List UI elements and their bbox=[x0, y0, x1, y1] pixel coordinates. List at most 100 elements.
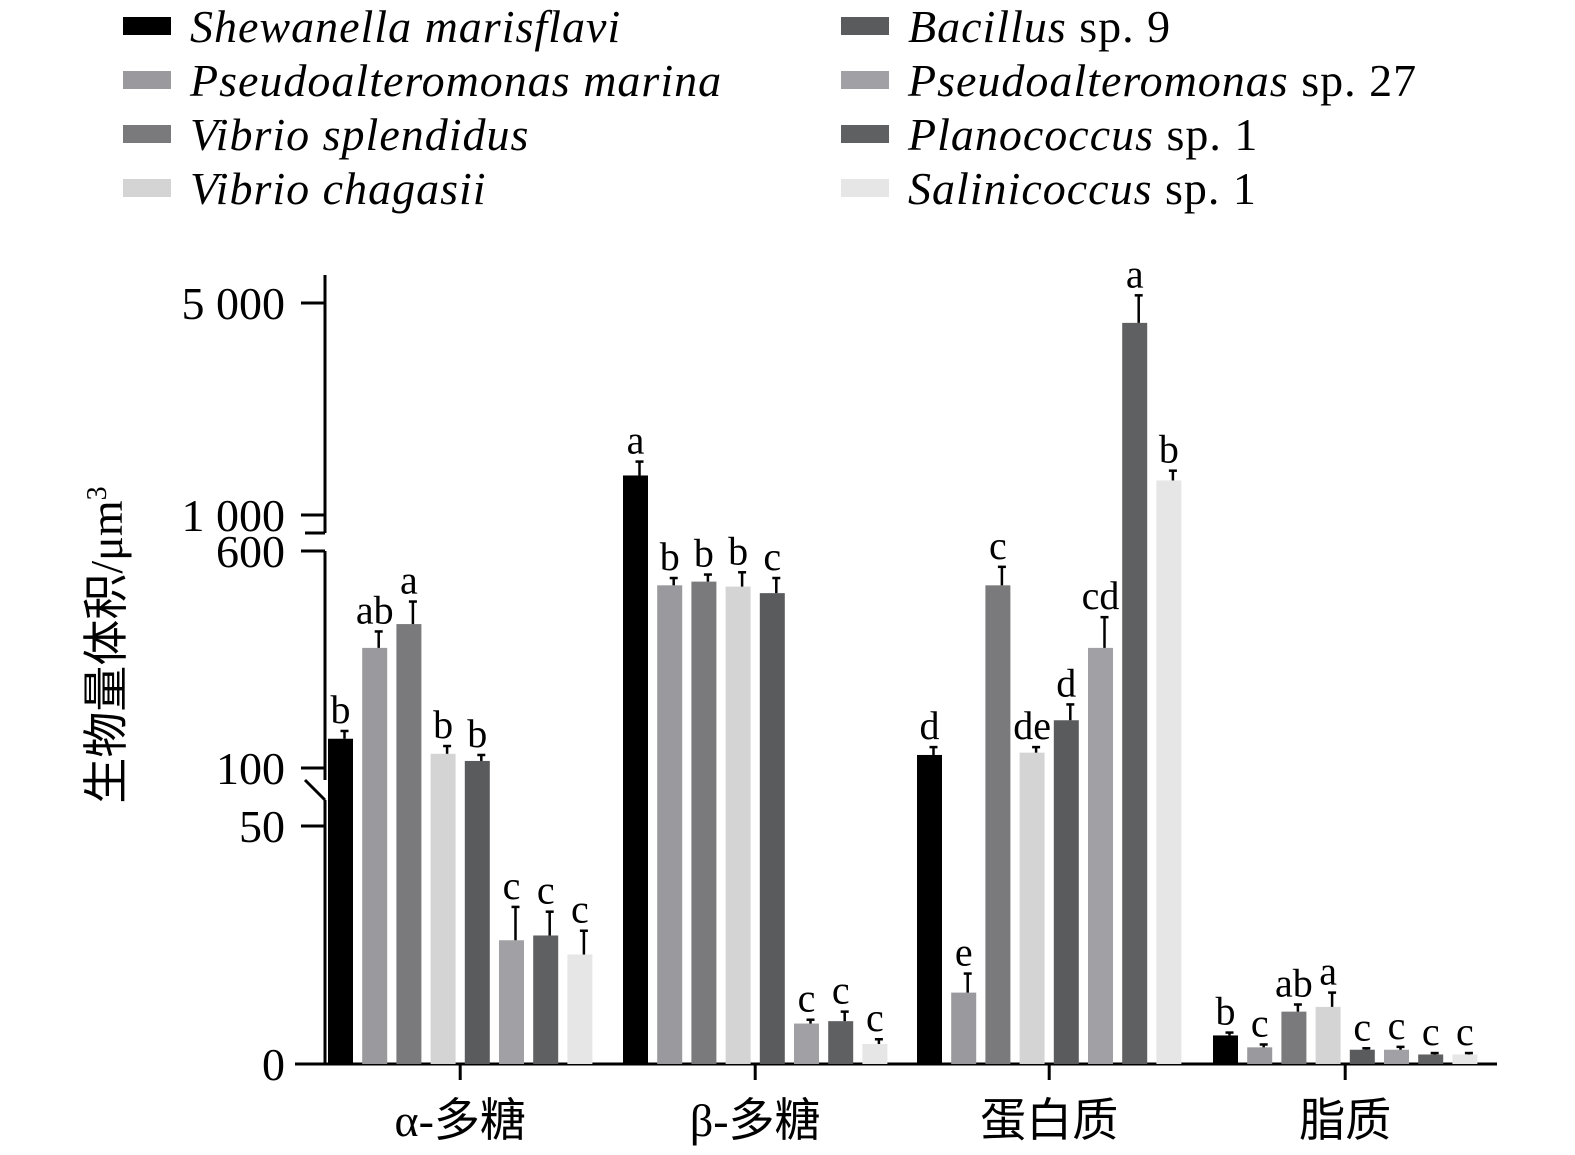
legend-label-italic: Pseudoalteromonas bbox=[907, 55, 1289, 106]
bar bbox=[759, 593, 785, 1064]
legend-swatch bbox=[841, 17, 889, 35]
y-tick-label: 100 bbox=[216, 743, 285, 794]
legend-label: Vibrio splendidus bbox=[190, 109, 529, 160]
significance-letter: cd bbox=[1082, 573, 1120, 618]
bar bbox=[1452, 1054, 1478, 1064]
significance-letter: a bbox=[627, 418, 645, 463]
significance-letter: c bbox=[1353, 1004, 1371, 1049]
legend-label: Bacillus sp. 9 bbox=[908, 1, 1171, 52]
significance-letter: a bbox=[1126, 251, 1144, 296]
bar bbox=[1122, 322, 1148, 1065]
x-tick-label: α-多糖 bbox=[394, 1095, 525, 1146]
bar bbox=[1019, 752, 1045, 1064]
significance-letter: c bbox=[832, 968, 850, 1013]
legend-label-suffix: sp. 27 bbox=[1289, 55, 1417, 106]
legend-label-italic: Bacillus bbox=[908, 1, 1067, 52]
y-tick-label: 50 bbox=[239, 801, 285, 852]
bar bbox=[794, 1023, 819, 1064]
bar bbox=[1315, 1006, 1341, 1064]
y-tick-label: 5 000 bbox=[182, 278, 286, 329]
bar bbox=[1281, 1011, 1307, 1064]
legend-label: Shewanella marisflavi bbox=[190, 1, 621, 52]
bar bbox=[328, 738, 353, 1064]
significance-letter: e bbox=[955, 930, 973, 975]
legend-label-suffix: sp. 1 bbox=[1154, 109, 1258, 160]
legend-label: Planococcus sp. 1 bbox=[907, 109, 1258, 160]
significance-letter: d bbox=[920, 703, 940, 748]
bar bbox=[567, 954, 593, 1064]
bar bbox=[1384, 1049, 1409, 1064]
significance-letter: c bbox=[1251, 1000, 1269, 1045]
y-axis-label: 生物量体积/μm3 bbox=[81, 486, 132, 803]
bar bbox=[1418, 1054, 1444, 1064]
legend-label-italic: Salinicoccus bbox=[908, 163, 1153, 214]
bar bbox=[725, 586, 751, 1064]
significance-letter: c bbox=[866, 995, 884, 1040]
significance-letter: a bbox=[400, 558, 418, 603]
significance-letter: c bbox=[571, 887, 589, 932]
legend-label: Pseudoalteromonas marina bbox=[189, 55, 722, 106]
bar bbox=[533, 935, 559, 1064]
y-axis-label-superscript: 3 bbox=[82, 486, 113, 500]
significance-letter: de bbox=[1013, 703, 1051, 748]
bar bbox=[828, 1021, 854, 1064]
bar bbox=[917, 754, 942, 1064]
significance-letter: c bbox=[1422, 1009, 1440, 1054]
x-tick-label: β-多糖 bbox=[690, 1095, 821, 1146]
bar bbox=[1349, 1049, 1375, 1064]
significance-letter: c bbox=[1456, 1009, 1474, 1054]
x-tick-label: 蛋白质 bbox=[980, 1095, 1118, 1146]
significance-letter: a bbox=[1319, 949, 1337, 994]
legend-label: Vibrio chagasii bbox=[190, 163, 487, 214]
legend-label-italic: Pseudoalteromonas marina bbox=[189, 55, 722, 106]
significance-letter: b bbox=[694, 531, 714, 576]
y-axis-label-main: 生物量体积/μm bbox=[81, 500, 132, 803]
significance-letter: b bbox=[331, 687, 351, 732]
significance-letter: c bbox=[1388, 1003, 1406, 1048]
legend-swatch bbox=[123, 17, 171, 35]
y-tick-label: 0 bbox=[262, 1039, 285, 1090]
bar bbox=[623, 475, 648, 1064]
legend-label-suffix: sp. 1 bbox=[1153, 163, 1257, 214]
significance-letter: d bbox=[1056, 660, 1076, 705]
significance-letter: c bbox=[989, 523, 1007, 568]
significance-letter: b bbox=[1216, 989, 1236, 1034]
bar bbox=[430, 753, 456, 1064]
significance-letter: ab bbox=[1275, 961, 1313, 1006]
legend-swatch bbox=[841, 125, 889, 143]
bar bbox=[951, 992, 977, 1064]
bar bbox=[1247, 1047, 1273, 1064]
bar bbox=[1213, 1035, 1238, 1064]
bar bbox=[1053, 720, 1079, 1064]
y-tick-label: 1 000 bbox=[182, 490, 286, 541]
legend-swatch bbox=[841, 179, 889, 197]
x-tick-label: 脂质 bbox=[1299, 1095, 1391, 1146]
significance-letter: c bbox=[763, 534, 781, 579]
legend-swatch bbox=[841, 71, 889, 89]
bar bbox=[362, 647, 388, 1064]
legend-label-italic: Vibrio chagasii bbox=[190, 163, 487, 214]
significance-letter: b bbox=[467, 711, 487, 756]
bar bbox=[691, 581, 717, 1064]
significance-letter: b bbox=[433, 702, 453, 747]
legend-swatch bbox=[123, 71, 171, 89]
significance-letter: ab bbox=[356, 587, 394, 632]
bar bbox=[464, 760, 490, 1064]
bar bbox=[1088, 647, 1113, 1064]
legend-label: Pseudoalteromonas sp. 27 bbox=[907, 55, 1417, 106]
significance-letter: c bbox=[503, 863, 521, 908]
significance-letter: c bbox=[798, 976, 816, 1021]
bar bbox=[396, 624, 422, 1064]
bar bbox=[985, 585, 1011, 1064]
significance-letter: c bbox=[537, 868, 555, 913]
bar bbox=[1156, 480, 1182, 1065]
legend-label: Salinicoccus sp. 1 bbox=[908, 163, 1257, 214]
significance-letter: b bbox=[660, 534, 680, 579]
bar bbox=[499, 940, 524, 1064]
legend-label-italic: Vibrio splendidus bbox=[190, 109, 529, 160]
significance-letter: b bbox=[1159, 427, 1179, 472]
